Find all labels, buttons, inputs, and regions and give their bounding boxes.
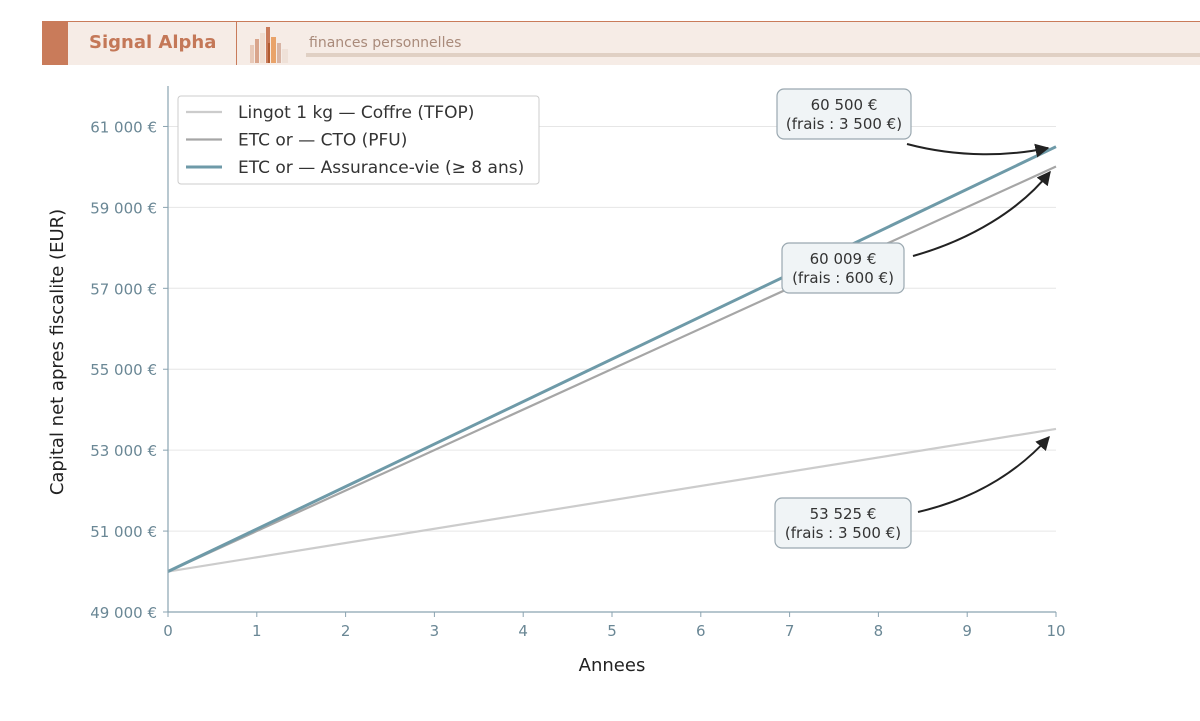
annotation-arrow-1 (906, 143, 1050, 158)
x-tick-label-6: 6 (696, 622, 706, 640)
annotation-fees-2: (frais : 600 €) (792, 269, 894, 287)
y-tick-label-3: 55 000 € (90, 361, 157, 379)
x-tick-label-7: 7 (785, 622, 795, 640)
x-tick-label-9: 9 (962, 622, 972, 640)
x-tick-label-4: 4 (518, 622, 528, 640)
annotation-value-2: 60 009 € (810, 250, 877, 268)
site-header: Signal Alpha finances personnelles (42, 21, 1200, 65)
x-tick-label-10: 10 (1046, 622, 1065, 640)
legend-box (177, 95, 540, 185)
legend-label-2: ETC or — CTO (PFU) (238, 131, 407, 151)
x-axis-ticks: 0 1 2 3 4 5 6 7 8 9 10 (163, 612, 1066, 640)
brand-swatch (42, 22, 68, 65)
grid-lines (168, 125, 1056, 532)
x-axis-label: Annees (579, 655, 646, 676)
x-tick-label-0: 0 (163, 622, 173, 640)
annotation-arrow-3 (917, 435, 1050, 513)
legend-label-3: ETC or — Assurance-vie (≥ 8 ans) (238, 158, 524, 178)
annotation-box-2 (781, 242, 905, 294)
y-tick-label-2: 53 000 € (90, 442, 157, 460)
bar-chart-logo-icon (250, 27, 288, 63)
y-tick-label-4: 57 000 € (90, 280, 157, 298)
series-line-2 (167, 165, 1057, 573)
annotation-value-1: 60 500 € (811, 96, 878, 114)
y-tick-label-6: 61 000 € (90, 118, 157, 136)
header-divider (236, 22, 237, 65)
y-tick-label-5: 59 000 € (90, 199, 157, 217)
y-axis-label: Capital net apres fiscalite (EUR) (47, 209, 68, 495)
series-line-1 (167, 427, 1057, 573)
series-lines (167, 145, 1057, 573)
x-tick-label-8: 8 (874, 622, 884, 640)
series-line-3 (167, 145, 1057, 573)
legend-label-1: Lingot 1 kg — Coffre (TFOP) (238, 103, 474, 123)
x-tick-label-5: 5 (607, 622, 617, 640)
annotation-fees-1: (frais : 3 500 €) (786, 115, 902, 133)
header-rule (306, 53, 1200, 57)
y-tick-label-1: 51 000 € (90, 523, 157, 541)
brand-name[interactable]: Signal Alpha (89, 32, 217, 53)
x-tick-label-1: 1 (252, 622, 262, 640)
annotation-arrow-2 (912, 170, 1051, 257)
annotation-fees-3: (frais : 3 500 €) (785, 524, 901, 542)
tagline: finances personnelles (309, 35, 462, 51)
annotation-value-3: 53 525 € (810, 505, 877, 523)
y-axis-ticks: 49 000 € 51 000 € 53 000 € 55 000 € 57 000 €… (90, 118, 168, 622)
annotation-box-1 (776, 88, 912, 140)
y-tick-label-0: 49 000 € (90, 604, 157, 622)
annotations: 60 500 €(frais : 3 500 €)60 009 €(frais … (774, 88, 1051, 549)
legend: Lingot 1 kg — Coffre (TFOP) ETC or — CTO … (177, 95, 540, 185)
x-tick-label-3: 3 (430, 622, 440, 640)
annotation-box-3 (774, 497, 912, 549)
x-tick-label-2: 2 (341, 622, 351, 640)
